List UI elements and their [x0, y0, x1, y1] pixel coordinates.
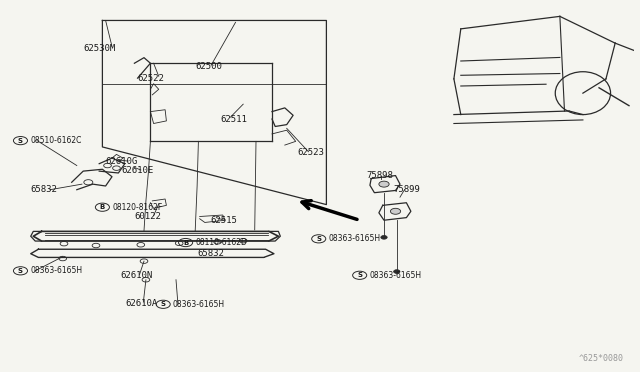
Text: S: S	[357, 272, 362, 278]
Text: B: B	[183, 240, 188, 246]
Text: 08363-6165H: 08363-6165H	[328, 234, 380, 243]
Text: 60122: 60122	[134, 212, 161, 221]
Text: 62610A: 62610A	[125, 299, 157, 308]
Text: 62530M: 62530M	[83, 44, 115, 53]
Text: 62511: 62511	[221, 115, 248, 124]
Circle shape	[381, 235, 387, 239]
Text: ^625*0080: ^625*0080	[579, 354, 624, 363]
Text: 08363-6165H: 08363-6165H	[173, 300, 225, 309]
Text: S: S	[18, 268, 23, 274]
Text: 65832: 65832	[30, 185, 57, 194]
Circle shape	[379, 181, 389, 187]
Text: 08363-6165H: 08363-6165H	[369, 271, 421, 280]
Text: 08110-6162D: 08110-6162D	[195, 238, 247, 247]
Text: S: S	[161, 301, 166, 307]
Text: S: S	[18, 138, 23, 144]
Text: 62523: 62523	[298, 148, 324, 157]
Text: 65832: 65832	[197, 249, 224, 258]
Text: B: B	[100, 204, 105, 210]
Text: 62610E: 62610E	[122, 166, 154, 175]
Text: 75899: 75899	[394, 185, 420, 194]
Text: 75898: 75898	[366, 171, 393, 180]
Text: 62610N: 62610N	[120, 271, 152, 280]
Circle shape	[390, 208, 401, 214]
Text: 62610G: 62610G	[106, 157, 138, 166]
Text: 62515: 62515	[210, 216, 237, 225]
Circle shape	[394, 270, 400, 273]
Text: S: S	[316, 236, 321, 242]
Text: 62522: 62522	[138, 74, 164, 83]
Text: 62500: 62500	[195, 62, 222, 71]
Text: 08510-6162C: 08510-6162C	[30, 136, 81, 145]
Text: 08120-8162F: 08120-8162F	[112, 203, 163, 212]
Text: 08363-6165H: 08363-6165H	[30, 266, 82, 275]
